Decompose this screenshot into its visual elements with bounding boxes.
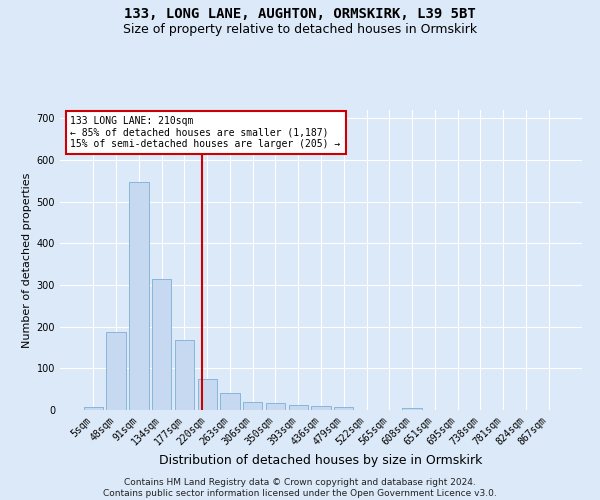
Bar (84, 407, 103, 410)
X-axis label: Distribution of detached houses by size in Ormskirk: Distribution of detached houses by size … (160, 454, 482, 467)
Bar (129, 182, 149, 410)
Text: 133, LONG LANE, AUGHTON, ORMSKIRK, L39 5BT: 133, LONG LANE, AUGHTON, ORMSKIRK, L39 5… (124, 8, 476, 22)
Bar (403, 408, 422, 410)
Bar (197, 379, 217, 410)
Bar (243, 402, 262, 410)
Text: 133 LONG LANE: 210sqm
← 85% of detached houses are smaller (1,187)
15% of semi-d: 133 LONG LANE: 210sqm ← 85% of detached … (70, 116, 341, 149)
Bar (106, 332, 126, 410)
Bar (152, 279, 172, 410)
Bar (175, 340, 194, 410)
Bar (334, 406, 353, 410)
Text: Contains HM Land Registry data © Crown copyright and database right 2024.
Contai: Contains HM Land Registry data © Crown c… (103, 478, 497, 498)
Y-axis label: Number of detached properties: Number of detached properties (22, 172, 32, 348)
Bar (311, 406, 331, 410)
Bar (289, 405, 308, 410)
Text: Size of property relative to detached houses in Ormskirk: Size of property relative to detached ho… (123, 22, 477, 36)
Bar (220, 392, 239, 410)
Bar (266, 402, 285, 410)
